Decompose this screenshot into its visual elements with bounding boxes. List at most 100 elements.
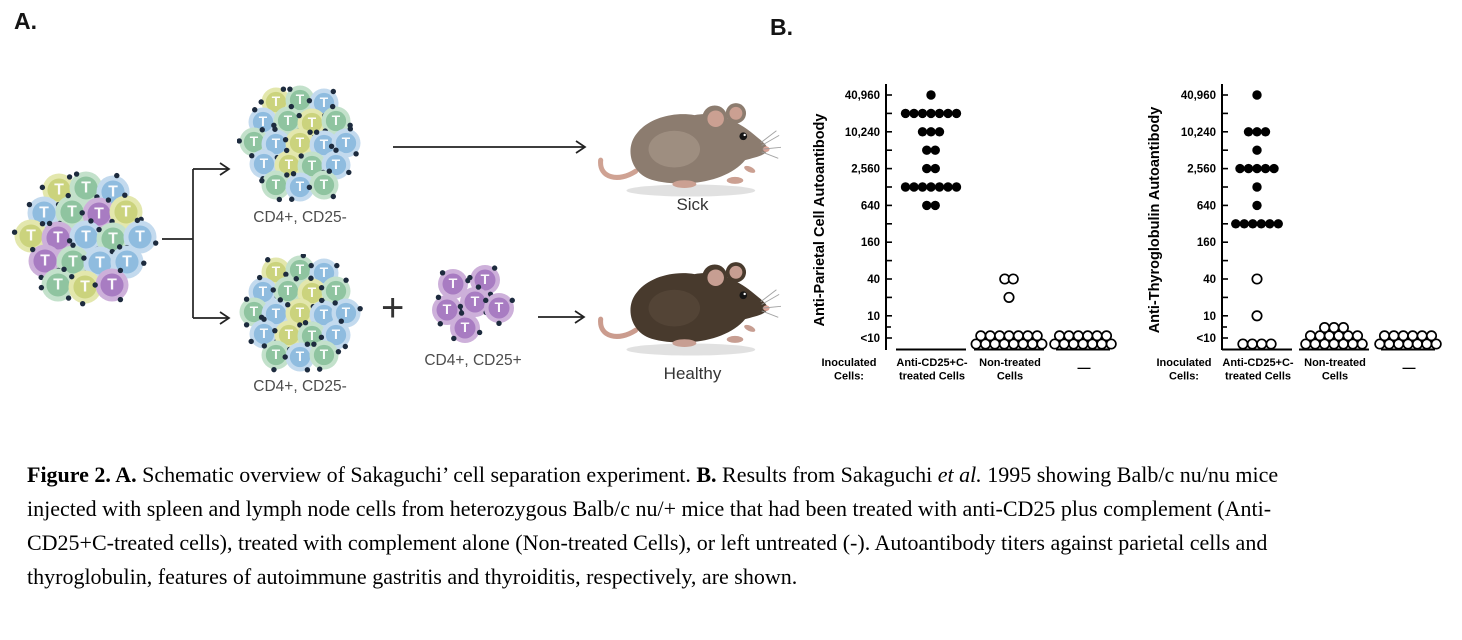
- svg-text:T: T: [94, 206, 104, 223]
- svg-text:Anti-Parietal Cell Autoantibod: Anti-Parietal Cell Autoantibody: [812, 114, 828, 327]
- svg-text:T: T: [471, 294, 480, 310]
- svg-text:T: T: [320, 137, 329, 152]
- cd4-cd25neg-label-bottom: CD4+, CD25-: [253, 378, 347, 395]
- svg-text:treated Cells: treated Cells: [1225, 371, 1291, 383]
- healthy-label: Healthy: [663, 364, 722, 383]
- svg-text:T: T: [272, 177, 281, 192]
- svg-text:10: 10: [867, 311, 880, 323]
- healthy-mouse-illustration: [597, 248, 781, 360]
- svg-text:T: T: [272, 347, 281, 362]
- svg-text:Non-treated: Non-treated: [979, 357, 1041, 369]
- svg-text:T: T: [320, 265, 329, 280]
- svg-text:T: T: [108, 184, 118, 201]
- svg-text:40: 40: [867, 274, 880, 286]
- svg-text:Inoculated: Inoculated: [1156, 357, 1211, 369]
- svg-text:T: T: [135, 229, 145, 246]
- svg-text:Cells: Cells: [997, 371, 1023, 383]
- svg-text:T: T: [296, 349, 305, 364]
- anti-parietal-dot-plot: 40,960 10,240 2,560 640 160 40 10 <10 Anti-Parie…: [812, 84, 1117, 383]
- svg-text:40,960: 40,960: [1181, 90, 1216, 102]
- svg-text:—: —: [1403, 360, 1416, 375]
- svg-text:<10: <10: [860, 333, 880, 345]
- cd4-cd25neg-cluster-top: T T TT T T TT T T T TT T T TT T T: [237, 85, 361, 203]
- svg-text:640: 640: [861, 200, 880, 212]
- svg-text:40: 40: [1203, 274, 1216, 286]
- svg-text:T: T: [250, 304, 259, 319]
- svg-text:T: T: [80, 279, 90, 296]
- svg-text:T: T: [320, 347, 329, 362]
- fork-connector: [162, 162, 231, 325]
- svg-text:T: T: [260, 326, 269, 341]
- svg-text:T: T: [481, 272, 490, 288]
- svg-text:T: T: [272, 264, 281, 279]
- svg-text:T: T: [449, 276, 458, 292]
- treg-cell-cluster: T TT T TT: [432, 265, 515, 343]
- svg-text:T: T: [342, 135, 351, 150]
- treg-label: CD4+, CD25+: [424, 352, 522, 369]
- svg-text:T: T: [122, 254, 132, 271]
- svg-text:T: T: [332, 283, 341, 298]
- svg-text:T: T: [296, 262, 305, 277]
- svg-text:T: T: [107, 277, 117, 294]
- svg-text:T: T: [285, 157, 294, 172]
- sick-label: Sick: [676, 195, 709, 214]
- svg-text:T: T: [26, 228, 36, 245]
- svg-text:640: 640: [1197, 200, 1216, 212]
- chart-anti-parietal: 40,960 10,240 2,560 640 160 40 10 <10 Anti-Parie…: [808, 70, 1120, 405]
- arrow-to-sick: [393, 140, 587, 154]
- svg-text:T: T: [121, 204, 131, 221]
- svg-text:T: T: [308, 328, 317, 343]
- svg-text:T: T: [342, 305, 351, 320]
- svg-text:T: T: [296, 305, 305, 320]
- svg-text:T: T: [332, 157, 341, 172]
- cd4-cd25neg-label-top: CD4+, CD25-: [253, 209, 347, 226]
- sick-mouse-illustration: [597, 92, 781, 198]
- anti-thyroglobulin-dot-plot: 40,960 10,240 2,560 640 160 40 10 <10 Anti-Thyro…: [1147, 84, 1442, 383]
- svg-text:T: T: [461, 320, 470, 336]
- svg-text:T: T: [259, 114, 268, 129]
- svg-text:T: T: [296, 92, 305, 107]
- svg-text:T: T: [320, 307, 329, 322]
- svg-text:T: T: [68, 254, 78, 271]
- svg-text:T: T: [320, 177, 329, 192]
- svg-text:T: T: [259, 284, 268, 299]
- svg-text:T: T: [81, 180, 91, 197]
- svg-text:T: T: [95, 255, 105, 272]
- figure-caption: Figure 2. A. Schematic overview of Sakag…: [27, 462, 1279, 589]
- svg-text:T: T: [272, 136, 281, 151]
- svg-text:T: T: [296, 135, 305, 150]
- svg-text:T: T: [332, 327, 341, 342]
- svg-text:T: T: [284, 113, 293, 128]
- svg-text:T: T: [67, 204, 77, 221]
- svg-text:T: T: [443, 302, 452, 318]
- svg-text:10: 10: [1203, 311, 1216, 323]
- svg-text:T: T: [272, 306, 281, 321]
- svg-text:T: T: [260, 156, 269, 171]
- svg-text:T: T: [296, 179, 305, 194]
- svg-text:Non-treated: Non-treated: [1304, 357, 1366, 369]
- svg-text:2,560: 2,560: [1187, 164, 1216, 176]
- svg-text:Cells:: Cells:: [1169, 371, 1199, 383]
- svg-text:T: T: [495, 300, 504, 316]
- svg-text:160: 160: [861, 237, 880, 249]
- svg-text:Cells: Cells: [1322, 371, 1348, 383]
- svg-text:Inoculated: Inoculated: [821, 357, 876, 369]
- svg-text:T: T: [308, 285, 317, 300]
- svg-text:Anti-CD25+C-: Anti-CD25+C-: [896, 357, 968, 369]
- svg-text:Anti-CD25+C-: Anti-CD25+C-: [1222, 357, 1294, 369]
- svg-text:T: T: [53, 230, 63, 247]
- svg-text:T: T: [108, 231, 118, 248]
- svg-text:T: T: [272, 94, 281, 109]
- svg-text:10,240: 10,240: [845, 127, 880, 139]
- svg-text:<10: <10: [1196, 333, 1216, 345]
- panel-b-label: B.: [770, 14, 793, 40]
- svg-text:T: T: [308, 158, 317, 173]
- svg-text:40,960: 40,960: [845, 90, 880, 102]
- arrow-to-healthy: [538, 310, 586, 324]
- svg-text:Anti-Thyroglobulin Autoantibod: Anti-Thyroglobulin Autoantibody: [1147, 107, 1163, 334]
- svg-text:—: —: [1078, 360, 1091, 375]
- svg-text:Cells:: Cells:: [834, 371, 864, 383]
- svg-text:T: T: [285, 327, 294, 342]
- svg-text:T: T: [39, 205, 49, 222]
